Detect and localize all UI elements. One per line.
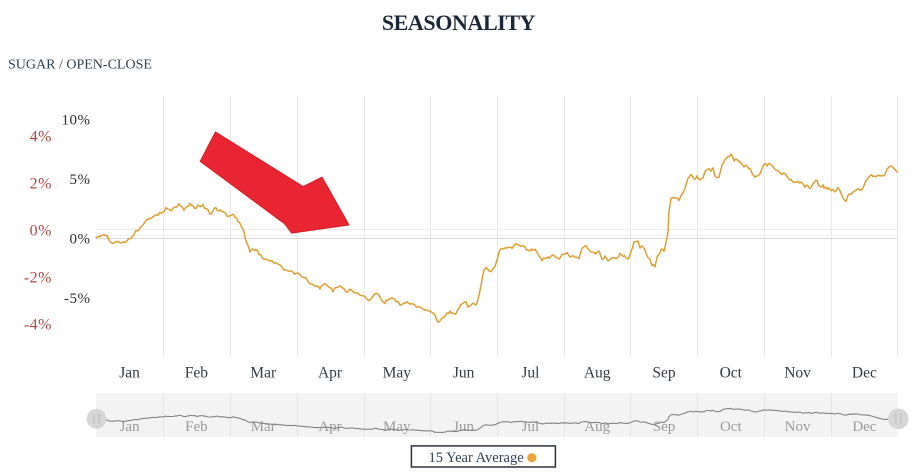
- svg-text:0%: 0%: [30, 223, 52, 240]
- svg-text:-5%: -5%: [64, 291, 91, 307]
- svg-text:SEASONALITY: SEASONALITY: [382, 10, 536, 35]
- svg-text:0%: 0%: [70, 231, 91, 247]
- svg-text:Jan: Jan: [120, 419, 140, 435]
- svg-text:Jun: Jun: [453, 419, 474, 435]
- svg-text:Dec: Dec: [852, 364, 877, 381]
- svg-text:15 Year Average: 15 Year Average: [429, 450, 524, 466]
- svg-text:Oct: Oct: [720, 419, 742, 435]
- svg-text:Jan: Jan: [119, 364, 140, 381]
- svg-text:Aug: Aug: [584, 419, 610, 435]
- svg-text:Apr: Apr: [318, 419, 341, 435]
- svg-text:10%: 10%: [62, 113, 91, 129]
- svg-text:Feb: Feb: [185, 419, 208, 435]
- svg-text:Sep: Sep: [652, 364, 676, 381]
- svg-text:Mar: Mar: [251, 419, 276, 435]
- svg-text:-4%: -4%: [24, 317, 52, 334]
- svg-text:4%: 4%: [30, 128, 52, 145]
- svg-text:Aug: Aug: [584, 364, 611, 381]
- svg-text:May: May: [383, 364, 412, 381]
- svg-text:Nov: Nov: [785, 419, 811, 435]
- svg-text:-2%: -2%: [24, 270, 52, 287]
- svg-text:Jul: Jul: [522, 419, 540, 435]
- svg-text:May: May: [383, 419, 411, 435]
- svg-text:Feb: Feb: [185, 364, 209, 381]
- svg-text:SUGAR / OPEN-CLOSE: SUGAR / OPEN-CLOSE: [8, 58, 152, 73]
- svg-text:Sep: Sep: [653, 419, 676, 435]
- svg-text:5%: 5%: [70, 172, 91, 188]
- svg-text:Oct: Oct: [720, 364, 743, 381]
- svg-text:Dec: Dec: [852, 419, 876, 435]
- svg-text:Mar: Mar: [250, 364, 277, 381]
- svg-text:2%: 2%: [30, 175, 52, 192]
- svg-text:Apr: Apr: [318, 364, 343, 381]
- svg-text:Jun: Jun: [453, 364, 475, 381]
- svg-text:Nov: Nov: [784, 364, 811, 381]
- svg-text:Jul: Jul: [521, 364, 539, 381]
